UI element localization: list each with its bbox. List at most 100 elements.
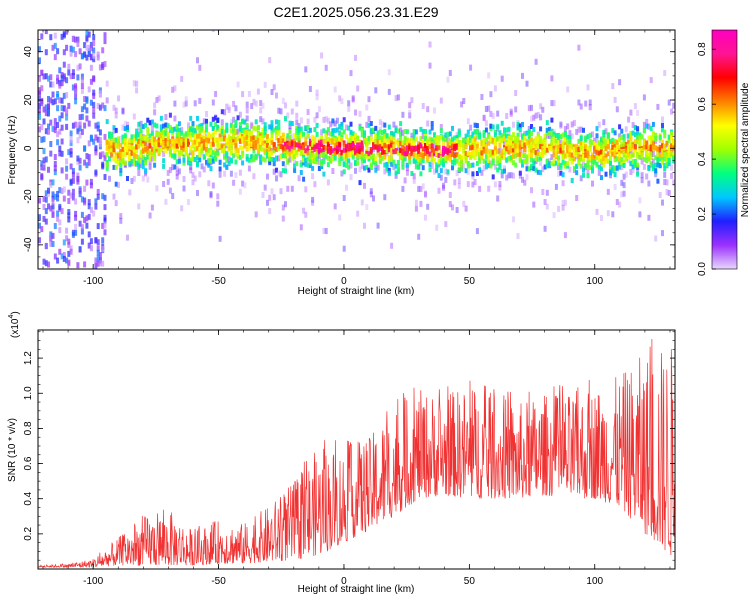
heatmap-cell (503, 127, 506, 133)
heatmap-cell (44, 218, 48, 225)
heatmap-cell (329, 146, 333, 152)
heatmap-cell (157, 95, 161, 102)
heatmap-cell (53, 160, 57, 167)
heatmap-cell (295, 149, 299, 155)
heatmap-cell (527, 105, 531, 112)
heatmap-cell (205, 146, 208, 152)
heatmap-cell (417, 154, 421, 159)
heatmap-cell (139, 162, 143, 168)
y-tick-label: -40 (23, 237, 34, 252)
heatmap-cell (387, 144, 391, 150)
heatmap-cell (446, 169, 450, 175)
heatmap-cell (604, 157, 608, 163)
heatmap-cell (62, 195, 66, 202)
heatmap-cell (471, 173, 475, 180)
heatmap-cell (561, 132, 565, 138)
heatmap-cell (645, 149, 649, 155)
heatmap-cell (78, 125, 82, 132)
heatmap-cell (591, 131, 594, 138)
heatmap-cell (615, 139, 619, 145)
heatmap-cell (460, 166, 464, 172)
heatmap-cell (473, 141, 477, 147)
heatmap-cell (193, 134, 197, 140)
heatmap-cell (390, 150, 394, 156)
heatmap-cell (123, 141, 127, 147)
heatmap-cell (419, 126, 423, 132)
heatmap-cell (40, 69, 44, 76)
heatmap-cell (414, 154, 418, 160)
colorbar-label: Normalized spectral amplitude (740, 82, 750, 217)
heatmap-cell (180, 127, 184, 134)
heatmap-cell (299, 117, 303, 124)
heatmap-cell (561, 149, 565, 155)
heatmap-cell (561, 140, 565, 146)
heatmap-cell (331, 134, 335, 140)
heatmap-cell (263, 81, 267, 88)
heatmap-cell (552, 137, 556, 143)
heatmap-cell (150, 149, 154, 155)
heatmap-cell (453, 135, 457, 141)
heatmap-cell (139, 152, 143, 158)
heatmap-cell (550, 75, 554, 82)
heatmap-cell (451, 159, 454, 165)
heatmap-cell (83, 96, 87, 102)
heatmap-cell (279, 136, 283, 142)
heatmap-cell (561, 172, 565, 178)
heatmap-cell (654, 145, 658, 151)
heatmap-cell (38, 126, 41, 133)
heatmap-cell (40, 173, 44, 180)
heatmap-cell (331, 139, 335, 145)
heatmap-cell (500, 137, 504, 143)
heatmap-cell (527, 142, 531, 148)
heatmap-cell (92, 138, 96, 145)
heatmap-cell (101, 163, 105, 170)
heatmap-cell (543, 139, 547, 145)
heatmap-cell (595, 143, 599, 149)
heatmap-cell (620, 157, 624, 163)
heatmap-cell (428, 41, 432, 48)
heatmap-cell (491, 112, 495, 119)
heatmap-cell (381, 141, 385, 147)
heatmap-cell (631, 130, 635, 136)
heatmap-cell (261, 127, 265, 133)
heatmap-cell (153, 156, 157, 162)
heatmap-cell (60, 75, 64, 82)
heatmap-cell (229, 170, 233, 177)
heatmap-cell (211, 99, 215, 106)
heatmap-cell (254, 140, 258, 145)
heatmap-cell (340, 125, 344, 131)
heatmap-cell (259, 155, 263, 161)
heatmap-cell (306, 145, 310, 151)
heatmap-cell (51, 191, 55, 198)
heatmap-cell (636, 109, 640, 116)
heatmap-cell (250, 135, 254, 141)
heatmap-cell (117, 182, 120, 188)
heatmap-cell (173, 143, 177, 149)
heatmap-cell (275, 129, 278, 135)
heatmap-cell (525, 161, 529, 168)
heatmap-cell (306, 132, 310, 138)
heatmap-cell (229, 128, 233, 134)
heatmap-cell (356, 210, 360, 217)
heatmap-cell (579, 156, 583, 162)
heatmap-cell (349, 141, 353, 147)
heatmap-cell (442, 182, 445, 189)
heatmap-cell (130, 145, 134, 151)
heatmap-cell (101, 47, 105, 54)
heatmap-cell (141, 164, 145, 169)
heatmap-cell (177, 121, 181, 127)
heatmap-cell (135, 128, 139, 134)
heatmap-cell (509, 140, 513, 146)
heatmap-cell (175, 147, 179, 153)
heatmap-cell (69, 147, 73, 154)
heatmap-cell (618, 151, 622, 157)
heatmap-cell (536, 143, 540, 149)
heatmap-cell (419, 158, 423, 163)
heatmap-cell (493, 145, 497, 151)
heatmap-cell (108, 141, 111, 147)
heatmap-cell (83, 159, 87, 166)
heatmap-cell (56, 48, 60, 55)
heatmap-cell (218, 171, 222, 178)
heatmap-cell (313, 181, 317, 188)
heatmap-cell (446, 136, 450, 142)
